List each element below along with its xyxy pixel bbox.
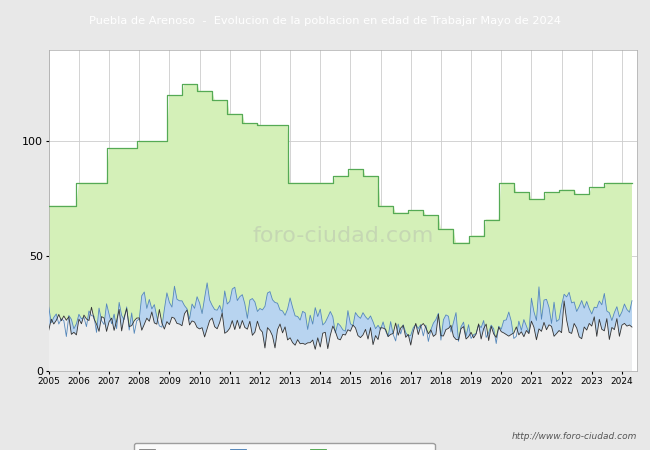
Text: http://www.foro-ciudad.com: http://www.foro-ciudad.com — [512, 432, 637, 441]
Text: foro-ciudad.com: foro-ciudad.com — [252, 226, 434, 246]
Text: Puebla de Arenoso  -  Evolucion de la poblacion en edad de Trabajar Mayo de 2024: Puebla de Arenoso - Evolucion de la pobl… — [89, 16, 561, 27]
Legend: Ocupados, Parados, Hab. entre 16-64: Ocupados, Parados, Hab. entre 16-64 — [133, 443, 435, 450]
